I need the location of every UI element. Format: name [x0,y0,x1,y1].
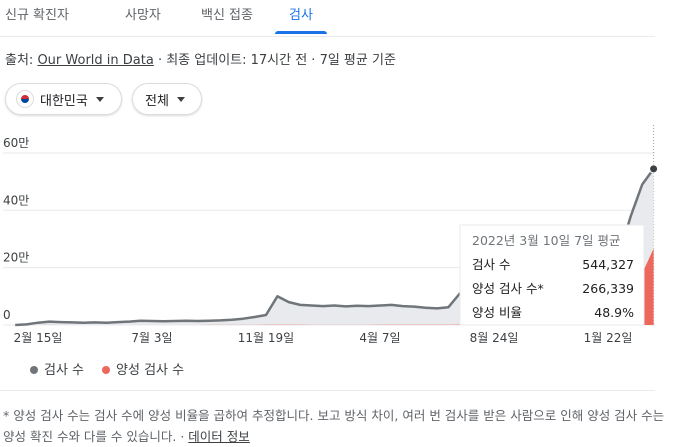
chart: 0 20만 40만 60만 2월 15일 7월 3일 11월 19일 4월 7일 8월 24일 1… [3,125,659,345]
tooltip-label: 양성 비율 [472,305,522,320]
source-link[interactable]: Our World in Data [37,53,154,68]
tab[interactable]: 사망자 [125,8,161,23]
legend-swatch [30,366,38,374]
separator [0,390,655,391]
tab[interactable]: 신규 확진자 [5,8,69,23]
source-suffix: · 최종 업데이트: 17시간 전 · 7일 평균 기준 [157,53,396,68]
x-tick-label: 4월 7일 [359,331,400,345]
footnote-text: * 양성 검사 수는 검사 수에 양성 비율을 곱하여 추정합니다. 보고 방식… [3,408,665,444]
x-tick-label: 8월 24일 [470,331,519,345]
tab[interactable]: 백신 접종 [201,8,253,23]
dropdown-arrow [95,96,104,102]
scope-dropdown[interactable]: 전체 [132,83,202,115]
legend-label: 양성 검사 수 [116,363,185,378]
legend-label: 검사 수 [44,363,85,378]
footnote: * 양성 검사 수는 검사 수에 양성 비율을 곱하여 추정합니다. 보고 방식… [3,408,665,444]
country-dropdown[interactable]: 대한민국 [5,83,122,115]
tab-bar: 신규 확진자 사망자 백신 접종 검사 [0,0,655,37]
point-marker [649,164,659,174]
dropdown-label: 대한민국 [40,93,88,109]
x-tick-label: 2월 15일 [14,331,63,345]
y-tick-label: 0 [3,308,11,322]
x-tick-label: 7월 3일 [131,331,172,345]
tooltip-box [459,224,645,326]
y-tick-label: 40만 [3,193,29,207]
dropdown-arrow [176,96,185,102]
tooltip-label: 양성 검사 수* [472,281,544,296]
tooltip-value: 544,327 [582,257,634,272]
tab-active[interactable]: 검사 [275,4,327,34]
tooltip-label: 검사 수 [472,257,510,272]
tooltip-value: 266,339 [582,281,634,296]
data-info-link[interactable]: 데이터 정보 [188,429,250,444]
legend-item: 양성 검사 수 [102,359,184,378]
x-tick-label: 1월 22일 [584,331,633,345]
tooltip-value: 48.9% [594,305,634,320]
legend: 검사 수 양성 검사 수 [30,359,184,378]
source-prefix: 출처: [5,53,34,68]
legend-swatch [102,366,111,374]
source-line: 출처: Our World in Data · 최종 업데이트: 17시간 전 … [5,49,396,68]
y-tick-label: 60만 [3,136,29,150]
x-tick-label: 11월 19일 [238,331,294,345]
y-tick-label: 20만 [3,251,29,265]
flag-icon [16,90,34,108]
legend-item: 검사 수 [30,359,84,378]
tooltip-title: 2022년 3월 10일 7일 평균 [472,233,621,248]
dropdown-label: 전체 [145,93,169,109]
